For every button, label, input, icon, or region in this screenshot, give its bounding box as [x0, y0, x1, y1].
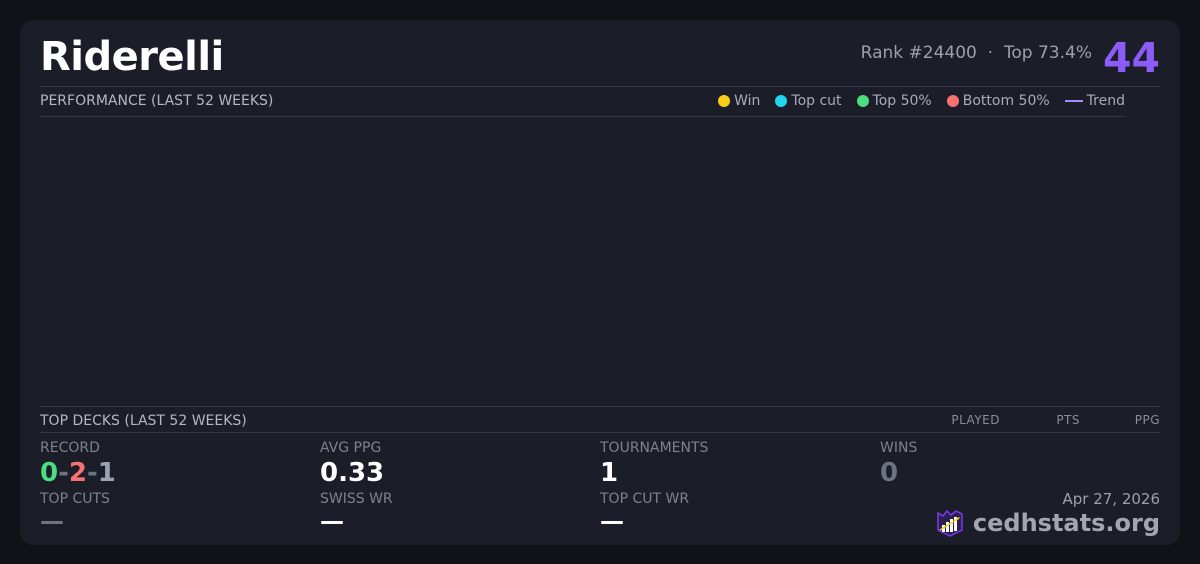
legend-trend: Trend [1064, 93, 1125, 109]
top-percent: Top 73.4% [1003, 43, 1092, 63]
legend-label: Bottom 50% [962, 93, 1050, 109]
legend-bottom-50: Bottom 50% [946, 93, 1050, 109]
stat-label: AVG PPG [320, 440, 382, 456]
divider [40, 86, 1160, 87]
stat-top-cut-wr: TOP CUT WR — [600, 491, 689, 535]
divider [40, 116, 1125, 117]
stat-value: — [40, 507, 64, 535]
date: Apr 27, 2026 [1062, 490, 1160, 508]
player-card: Riderelli Rank #24400 · Top 73.4% 44 PER… [20, 20, 1180, 545]
rank: Rank #24400 [860, 43, 977, 63]
stat-record: RECORD 0-2-1 [40, 440, 116, 488]
record-wins: 0 [40, 458, 59, 488]
performance-title: PERFORMANCE (LAST 52 WEEKS) [40, 93, 274, 109]
bottom-50-dot-icon [946, 95, 959, 107]
record-sep: - [58, 458, 69, 488]
stat-value: — [600, 507, 624, 535]
legend-label: Trend [1086, 93, 1125, 109]
stat-value: 0 [880, 458, 899, 488]
divider [40, 406, 1160, 407]
legend-win: Win [718, 93, 760, 109]
stat-value: — [320, 507, 344, 535]
record-losses: 2 [68, 458, 87, 488]
col-ppg: PPG [1134, 413, 1160, 427]
top-cut-dot-icon [775, 95, 788, 107]
stat-label: WINS [880, 440, 918, 456]
stat-swiss-wr: SWISS WR — [320, 491, 393, 535]
legend-top-50: Top 50% [856, 93, 932, 109]
legend-label: Top cut [791, 93, 842, 109]
record-sep: - [86, 458, 98, 488]
stat-value: 1 [600, 458, 619, 488]
stat-label: RECORD [40, 440, 100, 456]
rank-info: Rank #24400 · Top 73.4% [861, 43, 1092, 63]
top-50-dot-icon [856, 95, 869, 107]
record-value: 0-2-1 [40, 458, 116, 488]
cedhstats-logo-icon [937, 509, 963, 537]
win-dot-icon [718, 95, 731, 107]
separator: · [987, 43, 994, 63]
deck-columns: PLAYED PTS PPG [940, 413, 1160, 427]
player-name: Riderelli [40, 34, 224, 80]
stat-label: TOP CUTS [40, 491, 110, 507]
brand[interactable]: cedhstats.org [935, 508, 1160, 538]
player-score: 44 [1102, 34, 1160, 82]
stat-wins: WINS 0 [880, 440, 917, 488]
legend-label: Win [734, 93, 761, 109]
stat-avg-ppg: AVG PPG 0.33 [320, 440, 384, 488]
chart-legend: Win Top cut Top 50% Bottom 50% Trend [718, 93, 1125, 109]
stat-tournaments: TOURNAMENTS 1 [600, 440, 708, 488]
divider [40, 432, 1160, 433]
stat-label: SWISS WR [320, 491, 393, 507]
stat-label: TOURNAMENTS [600, 440, 709, 456]
brand-name[interactable]: cedhstats.org [972, 509, 1160, 537]
trend-line-icon [1064, 100, 1083, 102]
legend-top-cut: Top cut [775, 93, 842, 109]
col-played: PLAYED [951, 413, 1000, 427]
col-pts: PTS [1056, 413, 1080, 427]
stat-value: 0.33 [320, 458, 385, 488]
top-decks-title: TOP DECKS (LAST 52 WEEKS) [40, 413, 247, 429]
stat-label: TOP CUT WR [600, 491, 690, 507]
stat-top-cuts: TOP CUTS — [40, 491, 110, 535]
record-draws: 1 [97, 458, 116, 488]
legend-label: Top 50% [872, 93, 932, 109]
